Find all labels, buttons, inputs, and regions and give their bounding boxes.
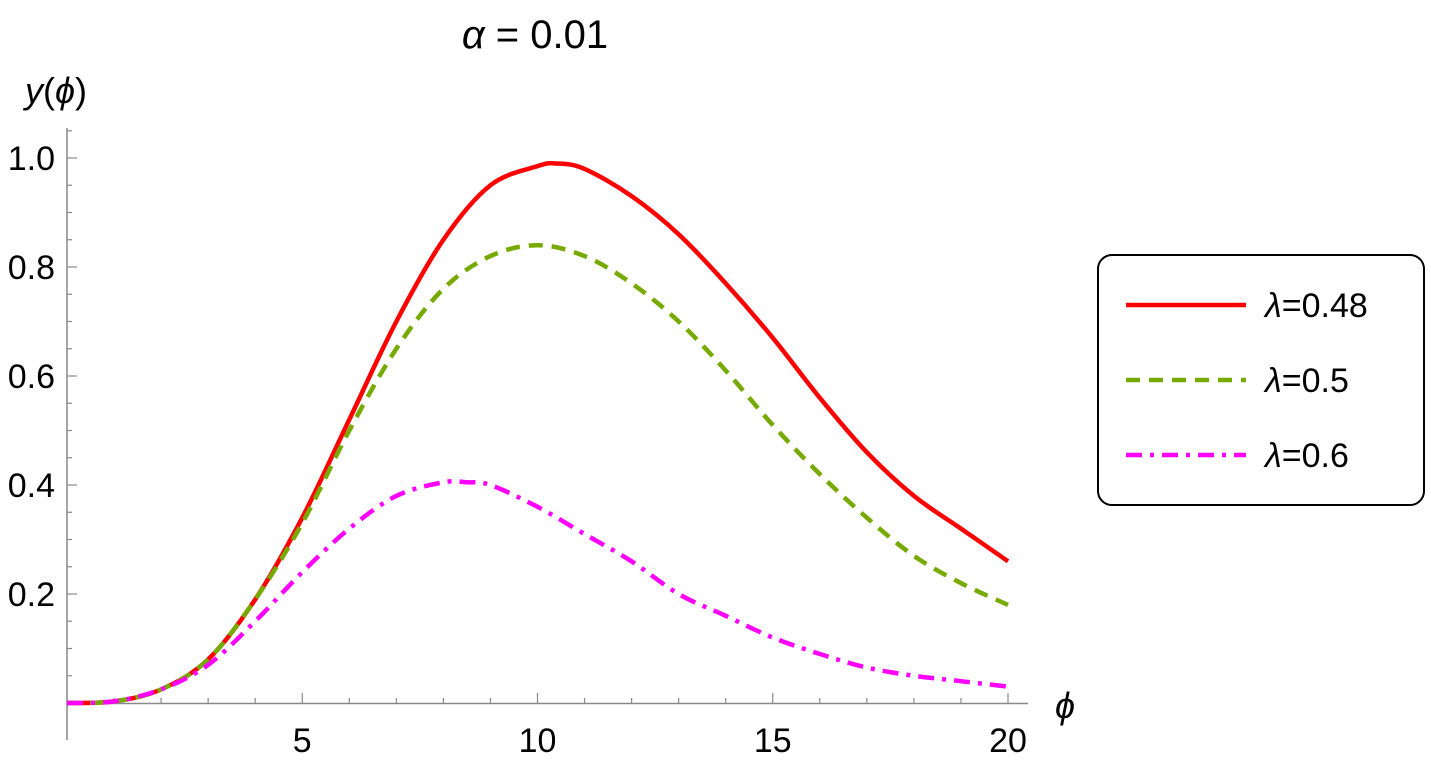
legend-label-3: λ=0.6: [1263, 437, 1349, 475]
x-tick-label: 5: [293, 722, 312, 760]
chart-title: α = 0.01: [462, 13, 608, 57]
y-tick-label: 0.2: [8, 576, 55, 614]
y-tick-label: 0.6: [8, 358, 55, 396]
x-tick-label: 15: [754, 722, 792, 760]
legend: λ=0.48 λ=0.5 λ=0.6: [1097, 254, 1425, 506]
series-line-2: [66, 242, 1009, 706]
tick-labels: 5 10 15 20 0.2 0.4 0.6 0.8 1.0: [8, 140, 1027, 760]
x-axis-title: ϕ: [1055, 685, 1075, 726]
y-tick-label: 0.8: [8, 249, 55, 287]
x-tick-label: 20: [989, 722, 1027, 760]
series-line-3: [66, 478, 1009, 706]
y-axis-title: y(ϕ): [22, 70, 87, 111]
x-tick-label: 10: [519, 722, 557, 760]
legend-box: [1097, 254, 1425, 506]
y-tick-label: 0.4: [8, 467, 55, 505]
axis-ticks: [67, 130, 1009, 703]
legend-label-1: λ=0.48: [1263, 287, 1368, 325]
y-tick-label: 1.0: [8, 140, 55, 178]
series-lines: [66, 160, 1010, 706]
legend-label-2: λ=0.5: [1263, 362, 1349, 400]
